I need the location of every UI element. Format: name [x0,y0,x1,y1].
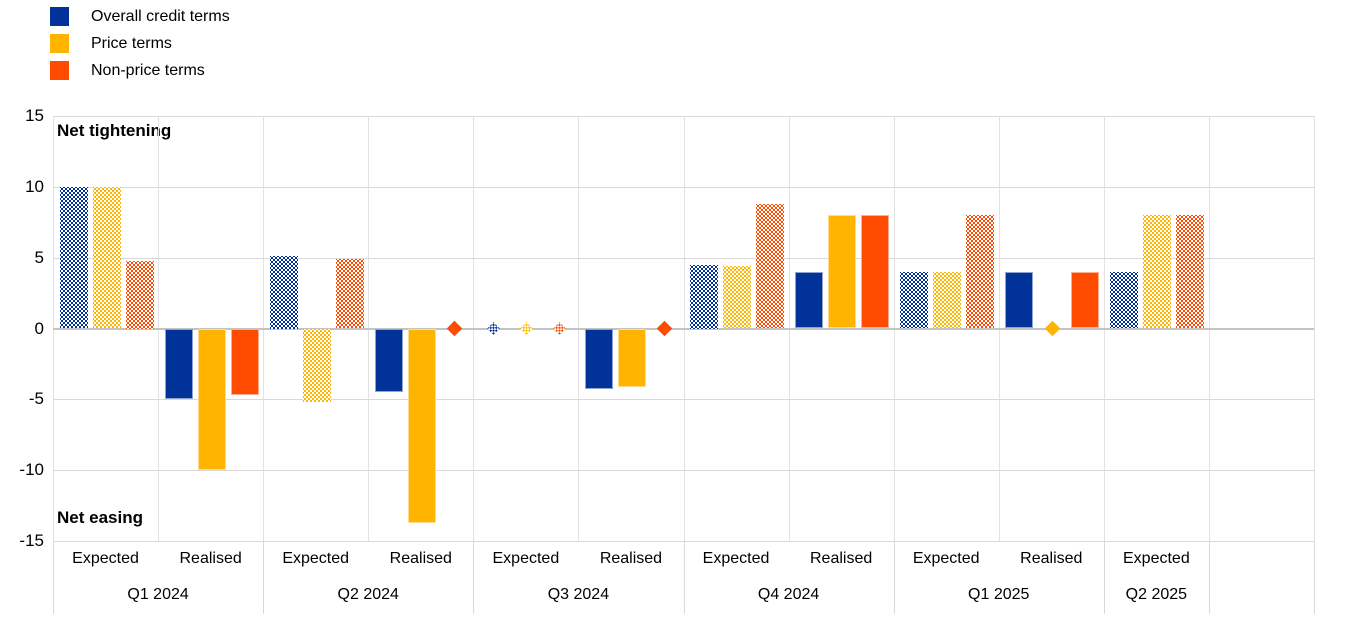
y-tick-label: 10 [25,176,44,196]
bar [617,328,646,387]
gridline-horizontal [53,470,1314,472]
x-axis-divider [53,541,54,614]
bar [1005,271,1034,329]
legend-label: Price terms [91,34,172,52]
y-tick-label: 15 [25,106,44,125]
gridline-horizontal [53,327,1314,330]
zero-marker-diamond [487,322,501,335]
y-tick-label: 5 [34,247,44,267]
x-quarter-label: Q1 2025 [968,586,1030,603]
x-subgroup-label: Realised [389,550,452,567]
x-quarter-label: Q1 2024 [127,586,189,603]
bar [1176,215,1205,329]
bar [723,266,751,329]
bar [269,256,298,329]
x-subgroup-label: Realised [179,550,242,567]
x-axis-divider [893,541,895,614]
x-subgroup-label: Expected [72,550,139,567]
bar [933,271,962,329]
bar [335,259,364,329]
bar [92,186,121,329]
x-axis-divider [683,541,685,614]
x-axis-divider [263,541,265,614]
bar [756,203,784,329]
x-quarter-label: Q2 2024 [337,586,399,603]
legend-label: Non-price terms [91,61,205,79]
gridline-horizontal [53,186,1314,188]
x-subgroup-label: Realised [1020,550,1083,567]
bar [584,328,613,390]
net-tightening-label: Net tightening [57,121,172,140]
x-axis-divider [1208,541,1210,614]
y-tick-label: -5 [28,389,44,409]
bar [407,328,436,523]
x-axis-divider [1314,541,1315,614]
bar [302,328,331,403]
bar [1071,271,1100,329]
legend-item: Price terms [50,34,230,53]
x-subgroup-label: Expected [912,550,980,567]
x-axis-divider [473,541,475,614]
y-tick-label: -15 [19,531,44,550]
bar [374,328,403,393]
gridline-horizontal [53,116,1314,117]
gridline-vertical [1314,116,1315,541]
net-easing-label: Net easing [57,508,143,527]
bar [197,328,226,471]
bar [861,215,890,329]
x-axis-divider [1103,541,1105,614]
x-quarter-label: Q4 2024 [757,586,820,603]
zero-marker-diamond [657,320,673,337]
x-subgroup-label: Expected [702,550,770,567]
bar [1143,215,1172,329]
bar [125,260,154,329]
bar [795,271,824,329]
zero-marker-diamond [446,320,463,337]
x-subgroup-label: Expected [492,550,560,567]
y-tick-label: -10 [19,460,44,480]
bar [966,215,995,329]
bar [164,328,193,400]
bar [828,215,857,329]
zero-marker-diamond [553,322,567,335]
zero-marker-diamond [1044,320,1061,337]
x-subgroup-label: Realised [809,550,873,567]
legend: Overall credit terms Price terms Non-price… [50,7,230,80]
zero-marker-diamond [520,322,534,335]
legend-swatch [50,34,69,53]
x-subgroup-label: Expected [282,550,350,567]
legend-label: Overall credit terms [91,7,230,25]
y-tick-label: 0 [34,318,44,338]
gridline-horizontal [53,257,1314,259]
bar [59,186,88,329]
legend-swatch [50,7,69,26]
x-subgroup-label: Expected [1123,550,1190,567]
legend-item: Non-price terms [50,61,230,80]
legend-swatch [50,61,69,80]
x-quarter-label: Q2 2025 [1125,586,1188,603]
bar [230,328,259,396]
bar [900,271,929,329]
bar [690,264,718,329]
x-quarter-label: Q3 2024 [547,586,610,603]
bar [1110,271,1139,329]
legend-item: Overall credit terms [50,7,230,26]
x-subgroup-label: Realised [599,550,663,567]
gridline-horizontal [53,399,1314,401]
